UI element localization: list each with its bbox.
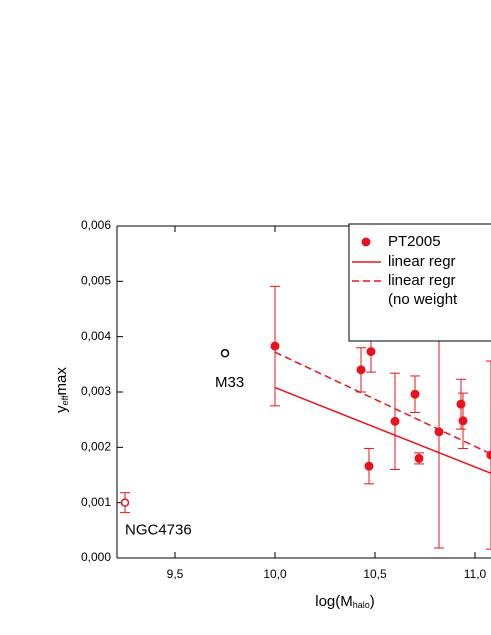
- data-point: [270, 341, 280, 351]
- data-point: [366, 347, 376, 357]
- x-tick-label: 9,5: [167, 567, 184, 581]
- point-label: NGC4736: [125, 522, 192, 539]
- y-tick-label: 0,003: [81, 384, 111, 398]
- x-axis-label: log(Mhalo): [315, 593, 375, 610]
- data-point: [414, 453, 424, 463]
- y-tick-label: 0,006: [81, 218, 111, 232]
- data-point: [390, 416, 400, 426]
- legend-note: (no weight: [388, 291, 458, 308]
- data-point: [458, 416, 468, 426]
- data-point: [486, 450, 491, 460]
- y-axis-label: yeffmax: [53, 367, 70, 413]
- y-tick-label: 0,001: [81, 495, 111, 509]
- x-tick-label: 10,0: [263, 567, 287, 581]
- y-tick-label: 0,002: [81, 440, 111, 454]
- data-point: [410, 389, 420, 399]
- x-tick-label: 10,5: [363, 567, 387, 581]
- legend-label: linear regr: [388, 272, 456, 289]
- y-tick-label: 0,000: [81, 550, 111, 564]
- legend-label: PT2005: [388, 233, 441, 250]
- fit-line: [274, 386, 491, 475]
- point-label: M33: [215, 374, 244, 391]
- legend-label: linear regr: [388, 253, 456, 270]
- y-tick-label: 0,005: [81, 274, 111, 288]
- x-tick-label: 11,0: [464, 567, 487, 581]
- data-point: [356, 365, 366, 375]
- data-point: [220, 349, 230, 358]
- data-point: [456, 399, 466, 409]
- data-point: [434, 427, 444, 437]
- data-point: [120, 498, 130, 507]
- legend-box: [348, 223, 491, 342]
- y-tick-label: 0,004: [81, 329, 111, 343]
- data-point: [364, 461, 374, 471]
- legend-marker: [361, 237, 371, 247]
- fit-line: [274, 351, 491, 455]
